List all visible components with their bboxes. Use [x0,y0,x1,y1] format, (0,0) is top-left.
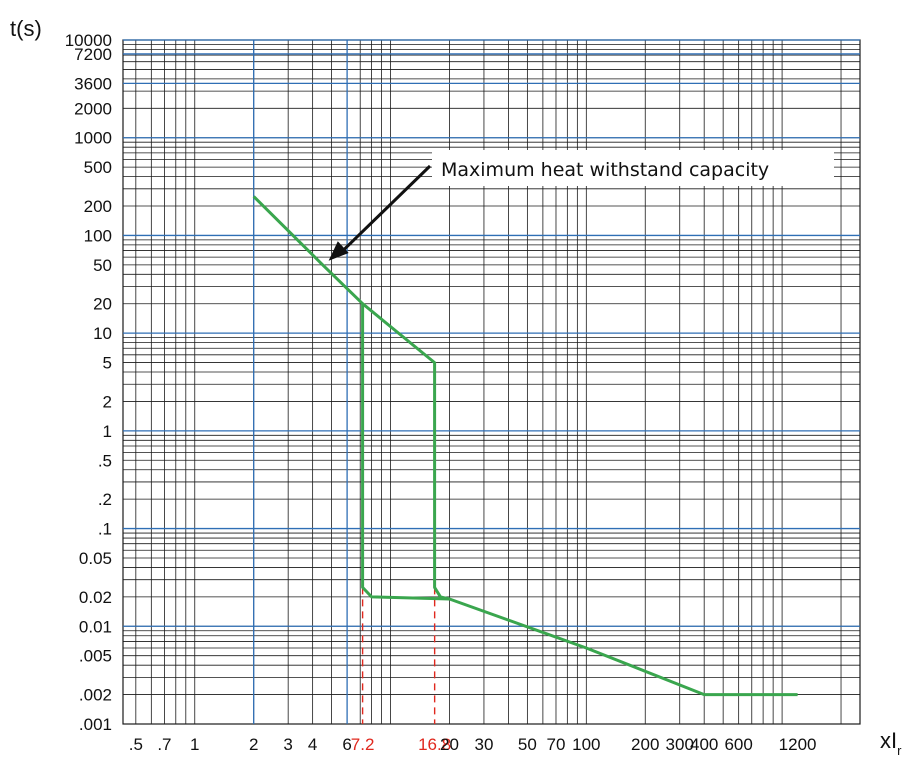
y-tick-label: .5 [98,451,112,470]
y-tick-label: 10 [93,324,112,343]
x-tick-label: 300 [666,735,694,754]
x-tick-label: 70 [547,735,566,754]
y-tick-label: 7200 [74,45,112,64]
y-tick-label: 20 [93,295,112,314]
marker-lines [361,587,436,724]
annotation-arrow-shaft [339,164,432,254]
x-tick-label: 20 [440,735,459,754]
y-tick-label: 500 [84,158,112,177]
y-tick-label: 200 [84,197,112,216]
chart-grid [122,39,861,725]
y-tick-label: .005 [79,647,112,666]
x-tick-label: 30 [474,735,493,754]
plot-frame [122,39,861,725]
y-tick-label: .2 [98,490,112,509]
x-tick-label: 7.2 [351,735,375,754]
y-tick-label: 100 [84,226,112,245]
x-tick-label: 4 [308,735,317,754]
annotation-arrow-head [328,241,349,261]
x-axis-label-base: xI [880,728,897,753]
y-axis-label: t(s) [10,16,42,41]
y-tick-label: 0.02 [79,588,112,607]
x-tick-label: 3 [283,735,292,754]
annotation-text: Maximum heat withstand capacity [441,159,769,181]
y-tick-label: .1 [98,520,112,539]
x-axis-label-subscript: r [897,743,902,758]
trip-curve-branch [361,303,450,601]
y-tick-label: 1000 [74,129,112,148]
x-tick-label: 16.8 [418,735,451,754]
y-tick-label: 1 [103,422,112,441]
y-tick-label: 10000 [65,31,112,50]
x-tick-label: 6 [342,735,351,754]
x-tick-label: 100 [572,735,600,754]
y-tick-label: 0.05 [79,549,112,568]
y-tick-label: .002 [79,686,112,705]
y-tick-label: .001 [79,715,112,734]
x-tick-label: .7 [157,735,171,754]
y-tick-label: 0.01 [79,617,112,636]
trip-curve-group [252,195,798,697]
x-tick-label: 50 [518,735,537,754]
x-axis-label: xIr [880,728,902,758]
annotation-group: Maximum heat withstand capacity [328,150,834,261]
y-tick-label: 5 [103,354,112,373]
y-tick-label: 2 [103,392,112,411]
x-tick-label: 600 [724,735,752,754]
x-tick-label: 400 [690,735,718,754]
x-tick-label: 1 [190,735,199,754]
x-tick-label: 2 [249,735,258,754]
annotation-box [432,150,834,186]
x-tick-label: .5 [129,735,143,754]
y-tick-label: 3600 [74,74,112,93]
y-tick-label: 50 [93,256,112,275]
x-tick-label: 200 [631,735,659,754]
y-tick-label: 2000 [74,99,112,118]
trip-curve [252,195,798,697]
x-tick-label: 1200 [779,735,817,754]
